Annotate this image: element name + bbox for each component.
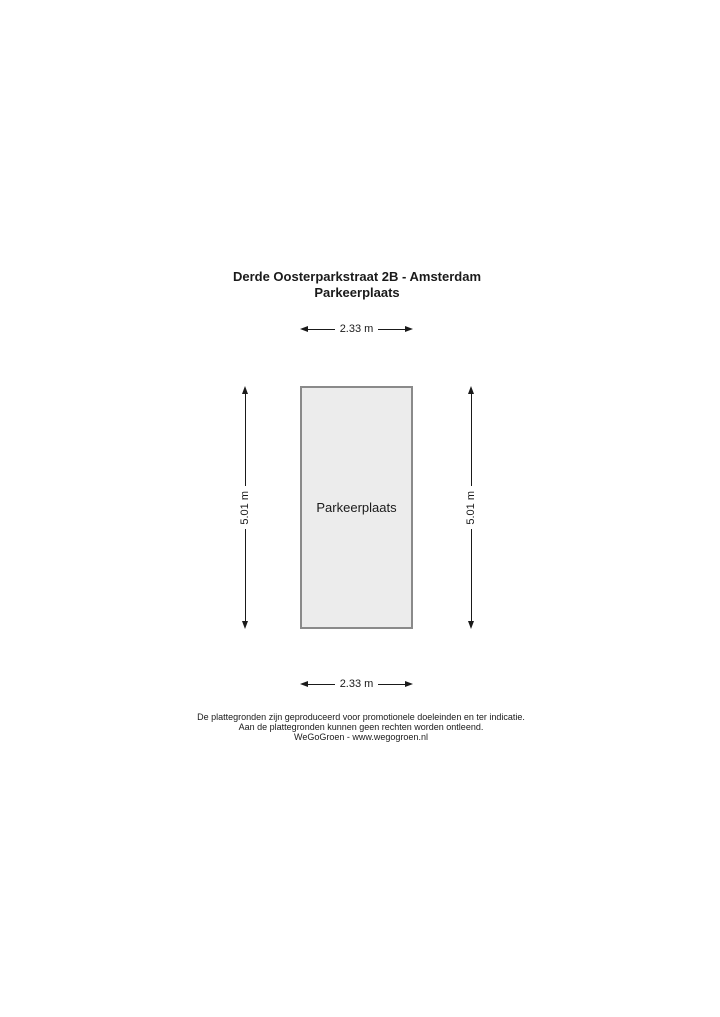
dimension-width-bottom: 2.33 m xyxy=(300,677,414,691)
arrow-right-icon xyxy=(405,326,414,332)
dimension-line xyxy=(308,328,335,330)
arrow-up-icon xyxy=(242,386,248,394)
title-block: Derde Oosterparkstraat 2B - Amsterdam Pa… xyxy=(233,269,481,301)
dimension-line xyxy=(470,529,472,622)
arrow-down-icon xyxy=(468,621,474,630)
dimension-line xyxy=(244,529,246,622)
page-subtitle: Parkeerplaats xyxy=(314,285,400,300)
footer-disclaimer: De plattegronden zijn geproduceerd voor … xyxy=(197,712,525,742)
room-parkeerplaats: Parkeerplaats xyxy=(300,386,413,629)
room-label: Parkeerplaats xyxy=(316,500,397,515)
footer-line-3: WeGoGroen - www.wegogroen.nl xyxy=(294,732,428,742)
dimension-line xyxy=(378,328,406,330)
dimension-line xyxy=(470,394,472,486)
dimension-height-left: 5.01 m xyxy=(238,386,252,630)
dimension-label-right: 5.01 m xyxy=(464,490,477,525)
footer-line-1: De plattegronden zijn geproduceerd voor … xyxy=(197,712,525,722)
arrow-right-icon xyxy=(405,681,414,687)
dimension-label-bottom: 2.33 m xyxy=(339,677,374,690)
page-title: Derde Oosterparkstraat 2B - Amsterdam xyxy=(232,269,482,284)
footer-line-2: Aan de plattegronden kunnen geen rechten… xyxy=(238,722,484,732)
dimension-line xyxy=(378,683,406,685)
dimension-label-left: 5.01 m xyxy=(238,490,251,525)
dimension-label-top: 2.33 m xyxy=(339,322,374,335)
dimension-height-right: 5.01 m xyxy=(464,386,478,630)
dimension-line xyxy=(244,394,246,486)
arrow-left-icon xyxy=(300,681,308,687)
arrow-left-icon xyxy=(300,326,308,332)
dimension-line xyxy=(308,683,335,685)
dimension-width-top: 2.33 m xyxy=(300,322,414,336)
arrow-up-icon xyxy=(468,386,474,394)
arrow-down-icon xyxy=(242,621,248,630)
